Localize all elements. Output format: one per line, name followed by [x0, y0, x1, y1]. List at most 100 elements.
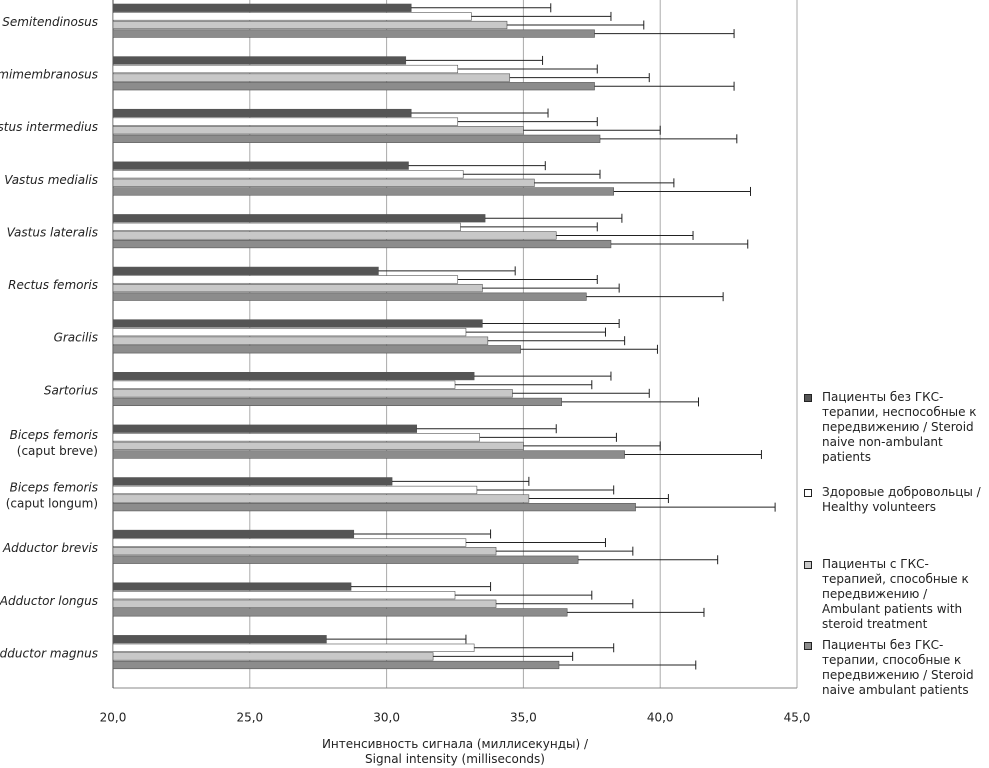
y-tick-label-line: Vastus lateralis: [7, 225, 98, 239]
bar: [112, 599, 497, 608]
bar: [112, 608, 568, 617]
bar: [112, 134, 601, 143]
legend-label: Пациенты без ГКС-терапии, неспособные к …: [822, 390, 977, 464]
bar: [112, 450, 625, 459]
error-bar: [496, 546, 634, 556]
bar: [112, 64, 459, 74]
bar: [112, 389, 513, 398]
legend-label: Пациенты без ГКС-терапии, способные к пе…: [822, 638, 974, 697]
bar: [112, 433, 480, 442]
y-tick-label: Semimembranosus: [0, 67, 98, 81]
error-bar: [613, 186, 751, 196]
error-bar: [433, 651, 574, 661]
error-bar: [509, 73, 650, 83]
error-bar: [471, 11, 612, 21]
legend-swatch: [804, 489, 812, 497]
error-bar: [474, 643, 615, 653]
legend-item: Пациенты без ГКС-терапии, способные к пе…: [804, 638, 986, 698]
y-tick-label: Gracilis: [54, 330, 98, 344]
y-tick-label: Sartorius: [44, 383, 98, 397]
y-tick-label-line: Gracilis: [54, 330, 98, 344]
y-tick-label: Vastus medialis: [4, 172, 98, 186]
error-bar: [460, 222, 598, 232]
bar: [112, 292, 587, 301]
x-tick-label: 35,0: [510, 711, 537, 725]
error-bar: [463, 169, 601, 179]
bar: [112, 56, 407, 65]
bar: [112, 12, 472, 21]
y-tick-label: Vastus lateralis: [7, 225, 98, 239]
error-bar: [624, 450, 762, 460]
bar: [112, 82, 595, 91]
error-bar: [411, 108, 549, 118]
bar: [112, 283, 483, 293]
error-bar: [561, 397, 700, 407]
error-bar: [408, 161, 546, 171]
error-bar: [534, 178, 675, 188]
error-bar: [594, 29, 735, 39]
error-bar: [578, 555, 719, 565]
bar: [112, 424, 417, 433]
bar: [112, 231, 557, 240]
bar: [112, 126, 524, 135]
error-bar: [465, 327, 606, 337]
legend-swatch: [804, 642, 812, 650]
error-bar: [482, 318, 620, 328]
bar: [112, 538, 467, 547]
bar: [112, 222, 461, 231]
error-bar: [416, 424, 557, 434]
bar: [112, 485, 478, 495]
bar: [112, 547, 497, 556]
y-tick-label: Adductor magnus: [0, 646, 98, 660]
y-tick-label-line: Sartorius: [44, 383, 98, 397]
error-bar: [528, 494, 669, 504]
error-bar: [594, 81, 735, 91]
x-tick-label: 30,0: [373, 711, 400, 725]
bar: [112, 380, 456, 389]
error-bar: [353, 529, 492, 539]
y-tick-label: Rectus femoris: [8, 278, 98, 292]
bar: [112, 660, 560, 670]
bar: [112, 319, 483, 328]
y-tick-label-line: Semimembranosus: [0, 67, 98, 81]
bar: [112, 187, 614, 196]
y-tick-label: Adductor longus: [0, 593, 98, 607]
error-bar: [512, 388, 650, 398]
error-bar: [485, 213, 623, 223]
error-bar: [635, 502, 776, 512]
y-tick-label-line: Vastus intermedius: [0, 120, 98, 134]
error-bar: [378, 266, 516, 276]
error-bar: [457, 64, 598, 74]
bar: [112, 170, 464, 179]
error-bar: [405, 55, 544, 65]
error-bar: [474, 371, 612, 381]
legend-item: Пациенты с ГКС-терапией, способные к пер…: [804, 557, 986, 632]
y-tick-label-line: Rectus femoris: [8, 278, 98, 292]
legend-swatch: [804, 561, 812, 569]
bar: [112, 643, 475, 652]
y-tick-label: Biceps femoris (caput longum): [6, 480, 98, 510]
bar: [112, 214, 486, 223]
bar: [112, 555, 579, 564]
y-tick-label-line: Adductor longus: [0, 593, 98, 607]
error-bar: [476, 485, 615, 495]
y-tick-label-line: Biceps femoris: [10, 427, 98, 441]
bar: [112, 441, 524, 451]
y-tick-label: Semitendinosus: [2, 15, 98, 29]
error-bar: [556, 230, 694, 240]
bar: [112, 20, 508, 30]
bar: [112, 275, 459, 284]
bar: [112, 652, 434, 661]
error-bar: [455, 590, 593, 600]
bar: [112, 503, 636, 512]
error-bar: [465, 538, 606, 548]
legend-swatch: [804, 394, 812, 402]
legend-item: Пациенты без ГКС-терапии, неспособные к …: [804, 390, 986, 465]
bar: [112, 266, 379, 275]
error-bar: [482, 283, 620, 293]
error-bar: [487, 336, 626, 346]
bar: [112, 591, 456, 600]
x-tick-label: 45,0: [784, 711, 811, 725]
error-bar: [600, 134, 738, 144]
